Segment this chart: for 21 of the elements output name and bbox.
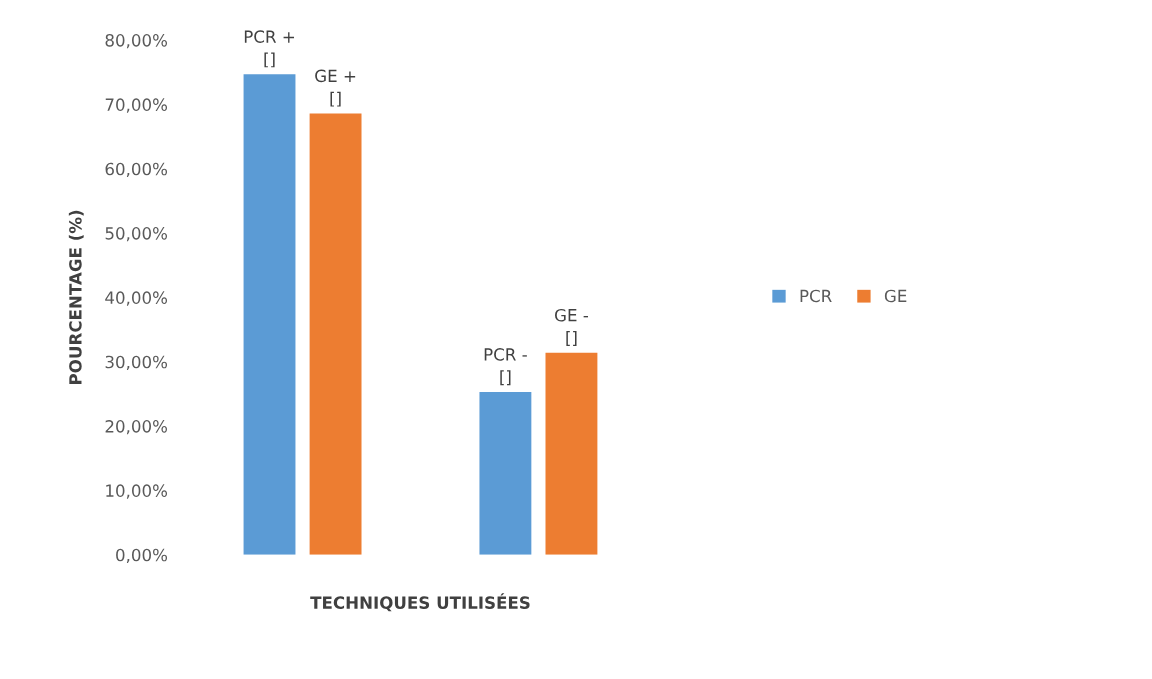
y-tick-label: 10,00% [106,484,168,499]
bar [243,74,296,555]
data-label: PCR - [] [484,348,527,386]
y-tick-label: 60,00% [105,162,168,177]
data-label: PCR + [] [244,30,295,68]
y-tick-label: 40,00% [105,291,168,306]
legend-label: PCR [800,289,832,303]
y-axis-title: POURCENTAGE (%) [68,210,84,384]
x-axis-title: TECHNIQUES UTILISÉES [310,593,530,612]
legend-label: GE [884,289,907,303]
data-label: GE - [] [555,308,589,346]
bar [309,113,362,555]
bar [545,352,598,555]
y-tick-label: 80,00% [105,34,168,49]
y-tick-label: 0,00% [116,548,168,564]
y-tick-label: 50,00% [105,227,168,242]
y-tick-label: 30,00% [105,355,168,371]
y-tick-label: 70,00% [105,98,168,113]
y-tick-label: 20,00% [105,420,168,435]
data-label: GE + [] [315,69,356,107]
bar [479,391,532,555]
